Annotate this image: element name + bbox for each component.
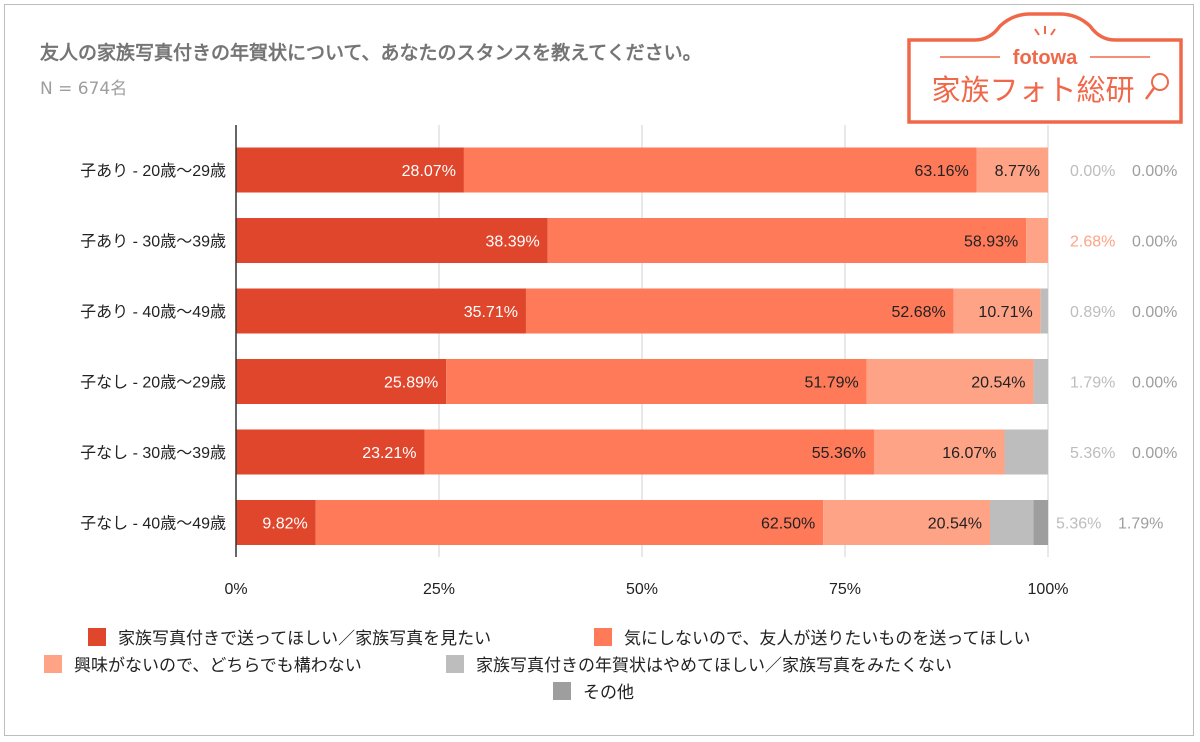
bar-segment	[446, 359, 867, 404]
legend-swatch	[553, 681, 571, 700]
bar-segment	[463, 147, 977, 193]
data-label: 16.07%	[942, 445, 996, 462]
bar-segment	[823, 500, 991, 545]
data-label: 63.16%	[915, 163, 969, 180]
outside-data-label: 0.00%	[1070, 163, 1115, 180]
bar-segment	[236, 500, 316, 545]
legend-label: 興味がないので、どちらでも構わない	[74, 656, 362, 676]
bar-segment	[424, 429, 874, 475]
data-label: 58.93%	[964, 234, 1018, 251]
bar-segment	[953, 288, 1041, 334]
category-label: 子あり - 30歳〜39歳	[80, 233, 226, 251]
data-label: 62.50%	[761, 516, 815, 533]
chart-frame	[4, 4, 1194, 736]
legend-item: 家族写真付きの年賀状はやめてほしい／家族写真をみたくない	[446, 651, 952, 676]
bar-segment	[1004, 429, 1048, 475]
data-label: 28.07%	[402, 163, 456, 180]
bar-segment	[990, 500, 1034, 545]
logo-name: 家族フォト総研	[931, 74, 1134, 107]
x-tick-label: 25%	[423, 581, 455, 598]
data-label: 55.36%	[812, 445, 866, 462]
data-label: 25.89%	[384, 375, 438, 392]
data-label: 38.39%	[485, 234, 539, 251]
data-label: 35.71%	[464, 304, 518, 321]
bar-segment	[1033, 500, 1049, 545]
outside-data-label: 1.79%	[1118, 516, 1163, 533]
outside-data-label: 0.00%	[1132, 304, 1177, 321]
outside-data-label: 1.79%	[1070, 375, 1115, 392]
x-tick-label: 100%	[1028, 581, 1069, 598]
chart-title: 友人の家族写真付きの年賀状について、あなたのスタンスを教えてください。	[40, 42, 702, 64]
bar-segment	[873, 429, 1005, 475]
data-label: 20.54%	[928, 516, 982, 533]
data-label: 10.71%	[978, 304, 1032, 321]
legend-swatch	[446, 654, 464, 673]
legend-swatch	[594, 627, 612, 646]
category-label: 子なし - 20歳〜29歳	[80, 374, 226, 392]
legend-item: その他	[553, 678, 634, 703]
category-label: 子なし - 40歳〜49歳	[80, 515, 226, 533]
x-tick-label: 0%	[224, 581, 247, 598]
legend-item: 家族写真付きで送ってほしい／家族写真を見たい	[88, 624, 491, 649]
data-label: 9.82%	[262, 516, 307, 533]
bar-segment	[866, 359, 1034, 404]
bar-segment	[315, 500, 824, 545]
outside-data-label: 2.68%	[1070, 234, 1115, 251]
bar-segment	[236, 429, 425, 475]
bar-segment	[1033, 359, 1049, 404]
outside-data-label: 0.00%	[1132, 445, 1177, 462]
outside-data-label: 0.89%	[1070, 304, 1115, 321]
bar-segment	[525, 288, 954, 334]
legend-item: 気にしないので、友人が送りたいものを送ってほしい	[594, 624, 1030, 649]
bar-segment	[976, 147, 1048, 193]
legend-label: 家族写真付きの年賀状はやめてほしい／家族写真をみたくない	[476, 656, 952, 676]
outside-data-label: 0.00%	[1132, 234, 1177, 251]
bar-segment	[236, 147, 464, 193]
legend-label: 気にしないので、友人が送りたいものを送ってほしい	[624, 629, 1031, 649]
stacked-bar-chart: 0% 25% 50% 75% 100% 子あり - 20歳〜29歳 28.07% 63.16%…	[80, 125, 1177, 598]
bar-segment	[236, 218, 548, 263]
category-label: 子あり - 40歳〜49歳	[80, 303, 226, 321]
outside-data-label: 0.00%	[1132, 163, 1177, 180]
data-label: 20.54%	[971, 375, 1025, 392]
bar-segment	[1040, 288, 1048, 334]
data-label: 52.68%	[891, 304, 945, 321]
bar-segment	[1026, 218, 1048, 263]
data-label: 51.79%	[804, 375, 858, 392]
outside-data-label: 5.36%	[1056, 516, 1101, 533]
logo-brand: fotowa	[1013, 47, 1078, 69]
legend-swatch	[44, 654, 62, 673]
chart-subtitle: N = 674名	[40, 79, 128, 99]
bar-segment	[236, 359, 447, 404]
legend-label: その他	[583, 683, 634, 703]
bar-segment	[547, 218, 1027, 263]
legend-label: 家族写真付きで送ってほしい／家族写真を見たい	[118, 629, 492, 649]
category-label: 子なし - 30歳〜39歳	[80, 444, 226, 462]
outside-data-label: 5.36%	[1070, 445, 1115, 462]
x-tick-label: 75%	[829, 581, 861, 598]
legend-swatch	[88, 627, 106, 646]
outside-data-label: 0.00%	[1132, 375, 1177, 392]
x-tick-label: 50%	[626, 581, 658, 598]
category-label: 子あり - 20歳〜29歳	[80, 162, 226, 180]
data-label: 23.21%	[362, 445, 416, 462]
magnifier-icon	[1151, 73, 1169, 91]
legend-item: 興味がないので、どちらでも構わない	[44, 651, 362, 676]
bar-segment	[236, 288, 526, 334]
fotowa-logo: fotowa 家族フォト総研	[907, 12, 1183, 124]
data-label: 8.77%	[995, 163, 1040, 180]
